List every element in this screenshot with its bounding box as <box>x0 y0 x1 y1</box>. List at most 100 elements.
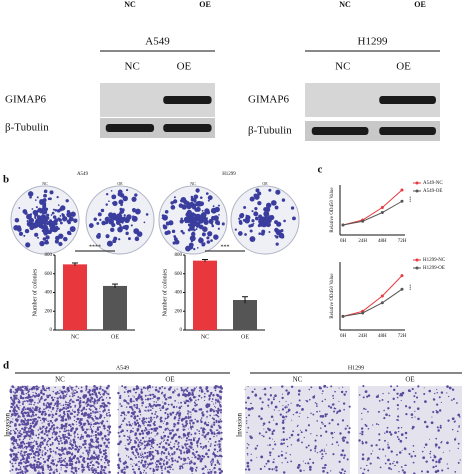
cell <box>183 451 186 454</box>
colony <box>59 215 62 217</box>
cell <box>133 417 135 419</box>
cell <box>11 413 14 416</box>
cell <box>343 470 346 473</box>
cell <box>24 461 28 464</box>
point <box>400 287 404 291</box>
cell <box>396 392 399 395</box>
cell <box>104 438 107 440</box>
colony <box>253 211 259 217</box>
cell <box>151 412 154 415</box>
cell <box>36 406 39 409</box>
cell <box>142 456 145 459</box>
cell <box>99 393 102 396</box>
cell <box>164 467 167 470</box>
cell <box>250 407 254 410</box>
cell <box>80 447 82 450</box>
micrograph <box>10 466 110 474</box>
cell <box>246 431 248 433</box>
cell <box>130 447 134 451</box>
cell <box>75 428 78 431</box>
cell <box>46 442 48 444</box>
cell <box>107 441 111 444</box>
cell <box>20 411 23 414</box>
cell <box>71 445 73 447</box>
cell <box>10 415 12 418</box>
cell <box>187 415 190 418</box>
cell <box>185 447 188 450</box>
cell <box>179 413 181 415</box>
colony <box>46 213 50 217</box>
line <box>342 189 403 226</box>
cell <box>151 450 154 453</box>
cell <box>269 394 273 397</box>
cell <box>139 442 141 444</box>
cell <box>88 446 91 449</box>
cell <box>97 417 99 420</box>
cell <box>273 458 275 461</box>
cell <box>12 408 16 411</box>
x-tick-label: OE <box>241 334 249 340</box>
cell <box>31 395 33 398</box>
cell <box>37 402 39 404</box>
cell <box>250 402 252 405</box>
y-axis-label: Number of colonies <box>31 268 38 316</box>
cell <box>193 454 196 457</box>
cell <box>161 454 163 456</box>
cell <box>155 463 158 466</box>
cell <box>144 387 147 389</box>
cell <box>145 443 149 447</box>
cell <box>48 409 50 411</box>
cell <box>39 432 41 434</box>
cell <box>17 413 19 415</box>
cell <box>397 426 400 429</box>
cell <box>125 414 127 416</box>
cell <box>154 388 158 392</box>
cell <box>175 406 178 408</box>
cell <box>164 411 167 414</box>
cell <box>71 388 73 391</box>
cell <box>33 403 35 406</box>
cell <box>184 429 186 431</box>
colony <box>120 203 123 207</box>
cell <box>458 416 461 418</box>
cell <box>89 408 92 411</box>
colony <box>202 228 205 230</box>
cell <box>78 445 81 448</box>
cell <box>87 455 89 457</box>
cell <box>56 446 59 450</box>
cell <box>318 386 321 389</box>
cell <box>32 463 36 467</box>
cell <box>30 453 33 455</box>
cell <box>128 423 132 427</box>
colony <box>194 198 197 201</box>
cell <box>303 469 305 472</box>
cell <box>12 446 16 449</box>
cell <box>361 457 365 461</box>
colony <box>239 213 244 219</box>
cell <box>108 414 111 417</box>
cell <box>345 390 348 393</box>
cell <box>331 443 334 446</box>
cell <box>119 461 121 463</box>
x-tick-label: 72H <box>398 239 407 244</box>
cell <box>103 469 106 472</box>
cell <box>107 429 109 432</box>
cell <box>54 451 57 454</box>
cell <box>440 401 442 404</box>
colony <box>195 188 200 193</box>
cell <box>51 443 54 446</box>
cell <box>159 404 161 406</box>
colony <box>108 218 114 225</box>
colony <box>207 195 213 201</box>
cell <box>435 410 439 414</box>
cell <box>57 407 59 409</box>
cell <box>47 437 50 440</box>
cell <box>290 460 293 463</box>
cell <box>103 466 105 468</box>
cell <box>117 443 119 446</box>
cell <box>135 387 138 390</box>
cell <box>25 419 27 422</box>
cell <box>393 388 396 392</box>
cell <box>37 416 40 419</box>
bar <box>193 260 217 330</box>
